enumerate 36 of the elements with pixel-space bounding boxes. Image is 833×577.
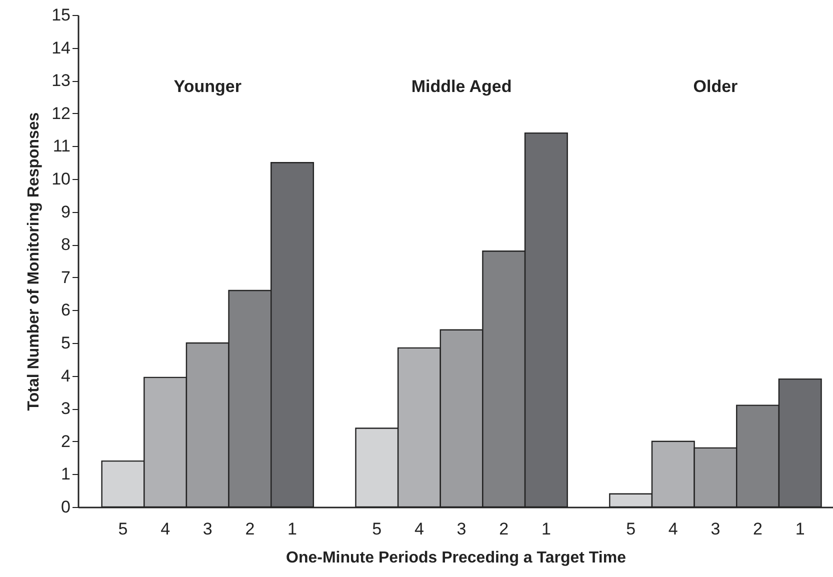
y-tick-label: 11	[52, 136, 70, 156]
y-tick-label: 15	[52, 6, 70, 24]
x-tick-label: 4	[668, 520, 678, 538]
y-tick-label: 7	[61, 268, 70, 287]
x-tick-label: 3	[456, 520, 466, 538]
y-tick-label: 10	[52, 170, 70, 188]
x-tick-label: 2	[245, 520, 255, 538]
x-tick-label: 5	[118, 520, 128, 538]
y-tick-label: 6	[61, 300, 70, 320]
x-axis-title: One-Minute Periods Preceding a Target Time	[286, 550, 626, 566]
x-tick-label: 4	[414, 520, 424, 538]
x-tick-label: 3	[710, 520, 720, 538]
annotation: Younger	[174, 77, 242, 96]
annotation: Older	[693, 77, 738, 96]
y-tick-label: 12	[52, 104, 70, 123]
y-tick-label: 5	[61, 334, 70, 352]
x-tick-label: 2	[499, 520, 509, 538]
x-tick-label: 5	[372, 520, 382, 538]
y-tick-label: 9	[61, 202, 70, 222]
y-tick-label: 13	[52, 71, 70, 90]
y-tick-label: 0	[61, 498, 70, 516]
x-tick-label: 5	[626, 520, 636, 538]
annotation: Middle Aged	[411, 77, 512, 96]
x-tick-label: 3	[202, 520, 212, 538]
x-tick-label: 1	[795, 520, 805, 538]
x-tick-label: 1	[541, 520, 551, 538]
y-tick-label: 4	[61, 366, 70, 386]
y-tick-label: 2	[61, 432, 70, 451]
y-tick-label: 8	[61, 235, 70, 254]
x-tick-label: 1	[288, 520, 297, 538]
y-axis-title: Total Number of Monitoring Responses	[26, 112, 43, 411]
x-tick-label: 2	[753, 520, 763, 538]
y-tick-label: 14	[52, 38, 70, 58]
y-tick-label: 1	[61, 464, 70, 484]
y-tick-label: 3	[61, 399, 70, 418]
x-tick-label: 4	[160, 520, 170, 538]
